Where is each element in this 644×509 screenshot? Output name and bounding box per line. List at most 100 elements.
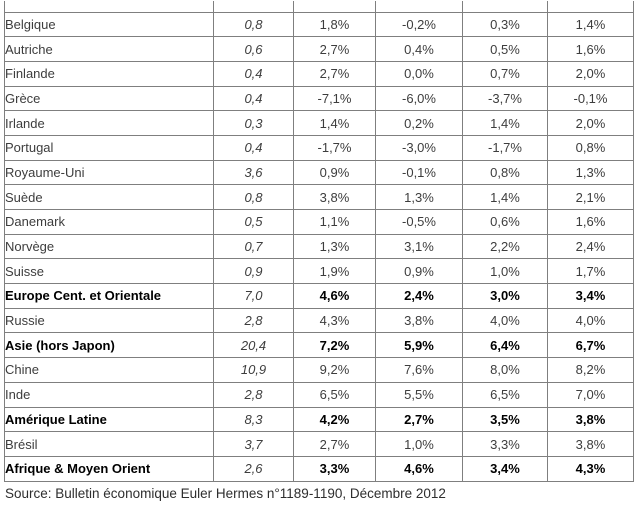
country-cell: Belgique [4, 11, 214, 38]
growth-cell: 3,3% [462, 431, 548, 457]
growth-cell: 7,0% [547, 381, 634, 408]
gdp-weight-cell: 0,7 [213, 233, 294, 260]
growth-cell: 8,2% [547, 357, 634, 383]
growth-cell: 3,3% [293, 455, 376, 482]
country-cell: Asie (hors Japon) [4, 332, 214, 359]
gdp-weight-cell: 3,6 [213, 159, 294, 186]
growth-cell: 1,7% [547, 258, 634, 285]
country-cell: Grèce [4, 85, 214, 112]
growth-cell: 3,8% [375, 307, 463, 334]
gdp-weight-cell: 0,6 [213, 36, 294, 62]
growth-cell: 9,2% [293, 357, 376, 383]
growth-cell: 1,3% [375, 184, 463, 210]
growth-cell: 1,0% [462, 258, 548, 285]
growth-cell: 8,0% [462, 357, 548, 383]
growth-cell: 2,1% [547, 184, 634, 210]
gdp-weight-cell: 0,4 [213, 60, 294, 87]
growth-cell: 2,0% [547, 60, 634, 87]
growth-cell: -0,2% [375, 11, 463, 38]
table-row: Irlande 0,3 1,4% 0,2% 1,4% 2,0% [4, 110, 634, 136]
gdp-weight-cell: 2,6 [213, 455, 294, 482]
growth-cell: 4,3% [293, 307, 376, 334]
growth-cell: 1,4% [547, 11, 634, 38]
growth-cell: -3,7% [462, 85, 548, 112]
gdp-weight-cell: 0,3 [213, 110, 294, 136]
country-cell: Inde [4, 381, 214, 408]
gdp-weight-cell: 2,8 [213, 307, 294, 334]
growth-cell: 2,7% [293, 60, 376, 87]
country-cell: Suède [4, 184, 214, 210]
growth-cell: 1,8% [293, 11, 376, 38]
cutoff-cell [462, 1, 548, 13]
growth-cell: -6,0% [375, 85, 463, 112]
growth-cell: 1,6% [547, 209, 634, 235]
growth-cell: 2,4% [375, 283, 463, 309]
table-row: Suisse 0,9 1,9% 0,9% 1,0% 1,7% [4, 258, 634, 285]
cutoff-cell [4, 1, 214, 13]
growth-cell: 4,0% [462, 307, 548, 334]
growth-cell: 1,1% [293, 209, 376, 235]
growth-cell: 0,7% [462, 60, 548, 87]
gdp-weight-cell: 0,5 [213, 209, 294, 235]
table-row: Inde 2,8 6,5% 5,5% 6,5% 7,0% [4, 381, 634, 408]
table-row: Amérique Latine 8,3 4,2% 2,7% 3,5% 3,8% [4, 406, 634, 433]
growth-cell: 1,4% [462, 110, 548, 136]
country-cell: Autriche [4, 36, 214, 62]
growth-cell: 4,6% [293, 283, 376, 309]
gdp-weight-cell: 0,8 [213, 184, 294, 210]
growth-cell: 3,4% [547, 283, 634, 309]
growth-cell: -7,1% [293, 85, 376, 112]
growth-cell: 4,6% [375, 455, 463, 482]
growth-cell: 2,2% [462, 233, 548, 260]
growth-cell: 3,5% [462, 406, 548, 433]
country-cell: Danemark [4, 209, 214, 235]
country-cell: Finlande [4, 60, 214, 87]
growth-cell: -1,7% [462, 134, 548, 161]
country-cell: Brésil [4, 431, 214, 457]
growth-cell: 2,7% [375, 406, 463, 433]
country-cell: Europe Cent. et Orientale [4, 283, 214, 309]
growth-cell: 5,9% [375, 332, 463, 359]
growth-cell: 0,6% [462, 209, 548, 235]
gdp-weight-cell: 2,8 [213, 381, 294, 408]
country-cell: Irlande [4, 110, 214, 136]
growth-cell: 3,4% [462, 455, 548, 482]
growth-cell: 1,3% [293, 233, 376, 260]
table-row: Belgique 0,8 1,8% -0,2% 0,3% 1,4% [4, 11, 634, 38]
growth-cell: 3,8% [293, 184, 376, 210]
gdp-weight-cell: 20,4 [213, 332, 294, 359]
growth-cell: 1,0% [375, 431, 463, 457]
table-row: Autriche 0,6 2,7% 0,4% 0,5% 1,6% [4, 36, 634, 62]
growth-cell: 3,8% [547, 431, 634, 457]
table-row: Grèce 0,4 -7,1% -6,0% -3,7% -0,1% [4, 85, 634, 112]
country-cell: Amérique Latine [4, 406, 214, 433]
growth-table-container: Belgique 0,8 1,8% -0,2% 0,3% 1,4% Autric… [4, 1, 634, 482]
table-row: Afrique & Moyen Orient 2,6 3,3% 4,6% 3,4… [4, 455, 634, 482]
gdp-weight-cell: 10,9 [213, 357, 294, 383]
country-cell: Portugal [4, 134, 214, 161]
gdp-weight-cell: 0,4 [213, 85, 294, 112]
growth-cell: 0,0% [375, 60, 463, 87]
country-cell: Royaume-Uni [4, 159, 214, 186]
growth-cell: -0,1% [375, 159, 463, 186]
growth-cell: 2,7% [293, 36, 376, 62]
growth-cell: 3,1% [375, 233, 463, 260]
growth-cell: 7,6% [375, 357, 463, 383]
growth-cell: 3,0% [462, 283, 548, 309]
table-row: Danemark 0,5 1,1% -0,5% 0,6% 1,6% [4, 209, 634, 235]
table-row: Asie (hors Japon) 20,4 7,2% 5,9% 6,4% 6,… [4, 332, 634, 359]
cutoff-cell [375, 1, 463, 13]
growth-cell: 0,4% [375, 36, 463, 62]
growth-cell: 7,2% [293, 332, 376, 359]
table-row: Russie 2,8 4,3% 3,8% 4,0% 4,0% [4, 307, 634, 334]
growth-cell: 0,2% [375, 110, 463, 136]
growth-cell: 0,9% [293, 159, 376, 186]
growth-cell: 6,4% [462, 332, 548, 359]
gdp-weight-cell: 7,0 [213, 283, 294, 309]
growth-cell: 0,5% [462, 36, 548, 62]
gdp-weight-cell: 0,4 [213, 134, 294, 161]
growth-cell: 4,0% [547, 307, 634, 334]
growth-cell: -0,1% [547, 85, 634, 112]
gdp-weight-cell: 3,7 [213, 431, 294, 457]
